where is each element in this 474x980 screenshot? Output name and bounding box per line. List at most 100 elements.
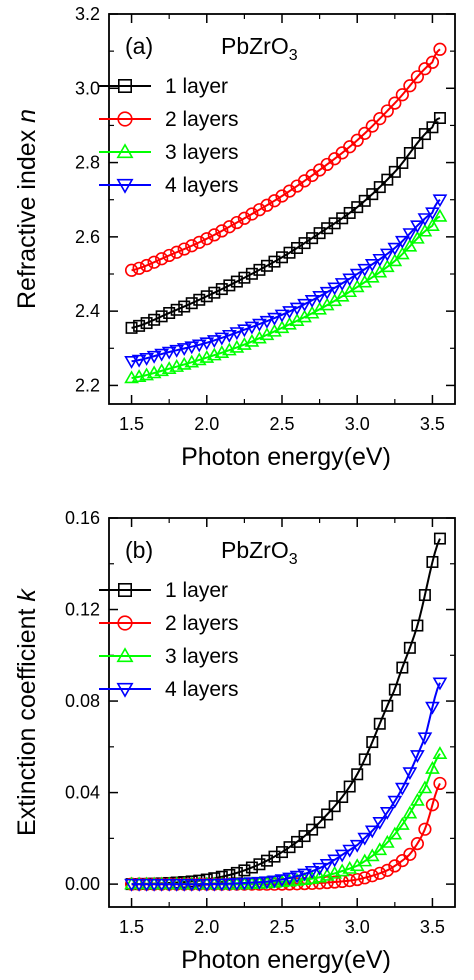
panel-b-data-point	[342, 844, 358, 858]
panel-b-x-tick-label: 3.0	[345, 917, 370, 937]
panel-b-data-point	[221, 878, 237, 892]
panel-a-label: (a)	[125, 33, 153, 59]
panel-a-data-point	[425, 218, 440, 231]
panel-b-data-point	[313, 816, 326, 829]
panel-b-data-point	[146, 878, 162, 892]
panel-a-data-point	[319, 286, 335, 300]
panel-b-data-point	[297, 868, 312, 882]
panel-a-data-point	[170, 245, 184, 259]
panel-a-series-line	[131, 199, 441, 363]
panel-a-data-point	[411, 137, 424, 150]
panel-a-data-point	[342, 273, 358, 287]
panel-b-data-point	[267, 875, 282, 889]
panel-b-legend-marker	[116, 682, 134, 698]
panel-a-data-point	[433, 112, 446, 125]
panel-a-x-tick-label: 3.0	[345, 414, 370, 434]
panel-b-data-point	[364, 825, 380, 839]
panel-b-data-point	[161, 878, 177, 892]
panel-a-data-point	[358, 126, 372, 140]
panel-b-legend-marker	[116, 647, 134, 663]
panel-a-data-point	[230, 215, 244, 230]
panel-b-data-point	[358, 871, 372, 885]
panel-a-data-point	[349, 268, 365, 282]
panel-a-data-point	[237, 324, 252, 338]
panel-b-data-point	[304, 865, 320, 879]
panel-b-data-point	[131, 878, 147, 892]
panel-b-chart: 1.5 2.0 2.5 3.0 3.5 0.00 0.04 0.08 0.12 0.16 Photo…	[13, 508, 456, 974]
panel-b-data-point	[387, 826, 403, 840]
panel-b-data-point	[139, 878, 154, 892]
panel-a-data-point	[139, 352, 154, 366]
panel-b-data-point	[372, 842, 388, 856]
panel-a-data-point	[185, 239, 199, 253]
panel-a-y-tick-label: 2.6	[75, 227, 100, 247]
panel-a-legend-label: 3 layers	[165, 141, 239, 164]
panel-a-data-point	[244, 321, 260, 335]
panel-b-data-point	[350, 872, 364, 887]
panel-a-x-tick-label: 2.5	[269, 414, 294, 434]
panel-a-data-point	[214, 332, 230, 346]
panel-b-data-point	[282, 873, 297, 887]
panel-a-data-point	[206, 335, 222, 348]
panel-b-data-point	[433, 532, 446, 545]
panel-b-compound-annotation: PbZrO3	[221, 537, 298, 568]
panel-b-data-point	[321, 808, 334, 821]
panel-b-data-point	[379, 807, 395, 820]
panel-b-data-point	[387, 795, 403, 809]
panel-a-data-point	[425, 55, 440, 69]
panel-b-data-point	[425, 798, 440, 812]
panel-b-data-point	[124, 878, 139, 892]
panel-a-data-point	[230, 275, 243, 288]
panel-b-legend-marker	[118, 582, 133, 597]
panel-b-data-point	[223, 868, 236, 881]
panel-b-data-point	[365, 869, 379, 883]
panel-b-data-point	[327, 854, 343, 868]
panel-a-series-4	[124, 194, 448, 369]
panel-a-data-point	[124, 263, 139, 277]
panel-b-data-point	[433, 776, 447, 791]
panel-a-y-tick-label: 3.0	[75, 78, 100, 98]
panel-b-data-point	[358, 753, 371, 766]
panel-a-compound-annotation: PbZrO3	[221, 33, 298, 64]
panel-a-data-point	[387, 242, 403, 256]
panel-a-plot-frame	[108, 13, 456, 405]
panel-a-data-point	[365, 119, 379, 133]
panel-a-data-point	[207, 228, 221, 242]
panel-b-data-point	[425, 701, 440, 715]
panel-b-data-point	[432, 746, 448, 759]
panel-a-data-point	[229, 327, 245, 341]
panel-a-data-point	[191, 339, 207, 353]
panel-b-y-axis-title: Extinction coefficient k	[13, 588, 41, 836]
panel-b-data-point	[319, 858, 335, 872]
panel-b-data-point	[184, 878, 200, 892]
panel-b-data-point	[349, 839, 365, 853]
panel-a-legend-marker	[116, 143, 134, 159]
panel-a-x-axis-title: Photon energy(eV)	[181, 443, 391, 471]
panel-b-series-line	[131, 753, 441, 886]
panel-a-data-point	[252, 203, 267, 217]
panel-a-data-point	[334, 278, 350, 291]
panel-b-data-point	[411, 619, 424, 632]
panel-a-data-point	[403, 147, 416, 160]
panel-b-data-point	[364, 848, 380, 862]
panel-b-data-point	[410, 792, 425, 806]
panel-a-series-1	[125, 112, 446, 334]
panel-b-data-point	[259, 876, 275, 890]
panel-b-data-point	[417, 732, 433, 746]
panel-b-data-point	[410, 750, 425, 763]
panel-b-data-point	[343, 874, 357, 888]
panel-b-data-point	[426, 555, 439, 568]
panel-a-data-point	[366, 188, 379, 201]
panel-b-data-point	[396, 661, 409, 674]
panel-a-data-point	[350, 133, 364, 147]
panel-b-data-point	[154, 878, 170, 892]
panel-a-data-point	[215, 283, 228, 296]
panel-a-legend-marker	[117, 111, 133, 127]
panel-b-data-point	[244, 877, 260, 891]
panel-b-y-tick-label: 0.00	[65, 874, 100, 894]
panel-b-x-axis-title: Photon energy(eV)	[181, 946, 391, 974]
panel-a-data-point	[418, 128, 431, 141]
panel-a-data-point	[380, 104, 394, 118]
panel-a-legend: 1 layer 2 layers 3 layers 4 layers	[99, 75, 239, 197]
